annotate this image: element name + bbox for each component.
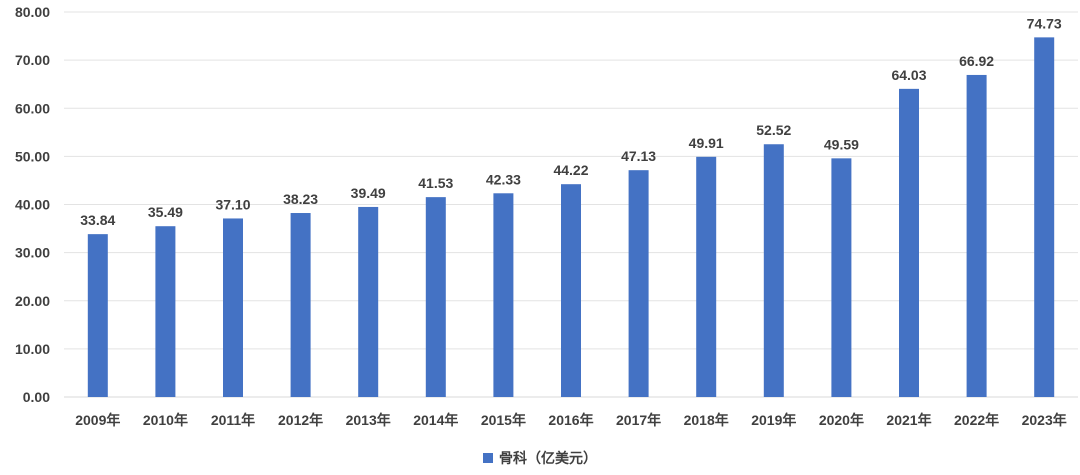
bar-value-label: 42.33	[486, 171, 521, 187]
bar-value-label: 44.22	[553, 162, 588, 178]
x-tick-label: 2014年	[413, 412, 458, 428]
x-tick-label: 2009年	[75, 412, 120, 428]
bar-value-label: 33.84	[80, 212, 115, 228]
x-tick-label: 2011年	[211, 412, 255, 428]
bar	[425, 197, 446, 397]
bar	[155, 226, 176, 397]
bar	[561, 184, 581, 397]
x-tick-label: 2017年	[616, 412, 661, 428]
x-tick-label: 2010年	[143, 412, 188, 428]
bar-chart: 0.00 10.00 20.00 30.00 40.00 50.00 60.00 70.00 8…	[15, 4, 1078, 428]
x-tick-label: 2021年	[886, 412, 931, 428]
x-tick-label: 2018年	[684, 412, 729, 428]
bar-value-label: 66.92	[959, 53, 994, 69]
y-tick-label: 70.00	[15, 52, 50, 68]
bar	[290, 213, 311, 397]
y-tick-label: 30.00	[15, 245, 50, 261]
bar-value-label: 38.23	[283, 191, 318, 207]
bar	[358, 206, 379, 397]
x-tick-label: 2015年	[481, 412, 526, 428]
x-tick-label: 2022年	[954, 412, 999, 428]
bar	[87, 234, 108, 397]
y-tick-label: 80.00	[15, 4, 50, 20]
bar-value-label: 47.13	[621, 148, 656, 164]
bar-value-label: 35.49	[148, 204, 183, 220]
y-tick-label: 40.00	[15, 197, 50, 213]
bar-value-label: 64.03	[891, 67, 926, 83]
x-tick-label: 2019年	[751, 412, 796, 428]
legend-label: 骨科（亿美元）	[499, 451, 597, 467]
bar-value-label: 49.91	[689, 135, 724, 151]
bar	[1034, 37, 1055, 397]
y-tick-label: 60.00	[15, 100, 50, 116]
legend: 骨科（亿美元）	[0, 448, 1080, 468]
bar-value-label: 37.10	[215, 196, 250, 212]
bar-value-label: 41.53	[418, 175, 453, 191]
bar	[763, 144, 784, 397]
bar	[223, 218, 243, 397]
bar-value-label: 52.52	[756, 122, 791, 138]
bar-value-label: 39.49	[351, 185, 386, 201]
bar	[493, 193, 514, 397]
y-tick-label: 10.00	[15, 341, 50, 357]
y-tick-label: 0.00	[23, 389, 50, 405]
legend-swatch	[483, 453, 493, 463]
bar-value-label: 74.73	[1027, 15, 1062, 31]
y-tick-label: 50.00	[15, 148, 50, 164]
y-tick-label: 20.00	[15, 293, 50, 309]
bar	[966, 74, 987, 397]
bar	[831, 158, 852, 397]
bar-value-label: 49.59	[824, 136, 859, 152]
bar	[628, 170, 649, 397]
x-tick-label: 2016年	[548, 412, 593, 428]
x-tick-label: 2013年	[346, 412, 391, 428]
x-tick-label: 2012年	[278, 412, 323, 428]
x-tick-label: 2020年	[819, 412, 864, 428]
x-tick-label: 2023年	[1022, 412, 1067, 428]
bar	[899, 88, 919, 397]
bar	[696, 156, 717, 397]
